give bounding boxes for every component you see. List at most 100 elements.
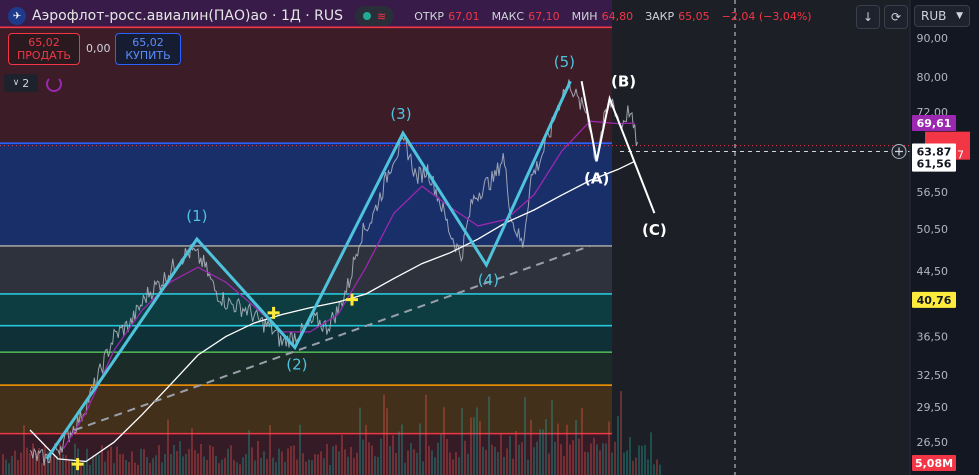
high-value: 67,10	[528, 9, 560, 23]
volume-bar	[605, 443, 607, 475]
volume-bar	[380, 438, 382, 475]
volume-bar	[515, 431, 517, 475]
volume-bar	[356, 452, 358, 475]
sell-button[interactable]: 65,02 ПРОДАТЬ	[8, 33, 80, 65]
volume-bar	[53, 455, 55, 475]
volume-bar	[548, 453, 550, 475]
currency-select[interactable]: RUB ▼	[914, 5, 970, 27]
sell-price: 65,02	[28, 36, 60, 49]
volume-bar	[362, 439, 364, 475]
volume-bar	[170, 454, 172, 475]
volume-bar	[536, 441, 538, 475]
arrow-down-icon[interactable]: ↓	[856, 5, 880, 29]
volume-bar	[194, 450, 196, 475]
volume-bar	[572, 440, 574, 475]
volume-bar	[137, 464, 139, 475]
volume-bar	[122, 454, 124, 475]
volume-bar	[251, 447, 253, 475]
volume-bar	[80, 464, 82, 475]
volume-bar	[422, 461, 424, 475]
volume-bar	[530, 419, 532, 475]
volume-bar	[308, 459, 310, 475]
volume-bar	[389, 446, 391, 475]
volume-bar	[116, 446, 118, 475]
aeroflot-logo-icon: ✈	[8, 7, 26, 25]
volume-bar	[617, 415, 619, 475]
indicator-count: 2	[22, 76, 30, 90]
price-axis[interactable]	[910, 0, 979, 475]
volume-bar	[188, 449, 190, 475]
volume-bar	[653, 464, 655, 475]
volume-bar	[449, 452, 451, 475]
price-badge-label: 63,87	[917, 145, 952, 158]
volume-bar	[212, 446, 214, 475]
volume-bar	[482, 446, 484, 475]
volume-bar	[542, 429, 544, 475]
market-status-pill[interactable]: ≋	[355, 6, 395, 26]
volume-bar	[89, 464, 91, 475]
volume-bar	[182, 456, 184, 475]
future-area	[612, 0, 910, 475]
volume-bar	[407, 450, 409, 475]
close-value: 65,05	[678, 9, 710, 23]
volume-bar	[155, 455, 157, 475]
trendline	[74, 244, 591, 431]
buy-button[interactable]: 65,02 КУПИТЬ	[115, 33, 181, 65]
volume-bar	[539, 429, 541, 475]
y-tick-label: 36,50	[917, 330, 949, 343]
fib-zone	[0, 27, 612, 144]
volume-bar	[65, 455, 67, 475]
volume-bar	[602, 443, 604, 475]
indicators-toggle[interactable]: ∨ 2	[4, 74, 38, 92]
volume-bar	[158, 445, 160, 475]
volume-bar	[512, 458, 514, 475]
volume-bar	[413, 449, 415, 475]
volume-bar	[104, 461, 106, 475]
y-tick-label: 50,50	[917, 223, 949, 236]
volume-bar	[596, 444, 598, 475]
volume-bar	[203, 456, 205, 475]
volume-bar	[629, 437, 631, 475]
volume-bar	[206, 459, 208, 475]
volume-bar	[425, 394, 427, 475]
volume-bar	[302, 453, 304, 475]
volume-bar	[245, 454, 247, 475]
wave-label: (1)	[186, 207, 207, 225]
volume-bar	[593, 437, 595, 475]
volume-bar	[386, 408, 388, 475]
volume-bar	[173, 444, 175, 475]
low-label: МИН	[571, 9, 598, 23]
volume-bar	[35, 452, 37, 475]
volume-bar	[107, 450, 109, 475]
volume-bar	[5, 459, 7, 475]
volume-bar	[2, 454, 4, 475]
symbol-title[interactable]: Аэрофлот-росс.авиалин(ПАО)ао · 1Д · RUS	[32, 8, 344, 24]
close-label: ЗАКР	[645, 9, 675, 23]
volume-bar	[296, 459, 298, 475]
volume-bar	[314, 454, 316, 475]
chevron-down-icon: ▼	[956, 11, 963, 21]
volume-bar	[272, 457, 274, 475]
volume-bar	[470, 417, 472, 475]
volume-bar	[488, 396, 490, 475]
volume-bar	[410, 443, 412, 475]
volume-bar	[239, 464, 241, 475]
volume-bar	[575, 420, 577, 475]
refresh-icon[interactable]: ⟳	[884, 5, 908, 29]
price-badge-label: 40,76	[917, 294, 952, 307]
volume-bar	[368, 442, 370, 475]
volume-bar	[230, 445, 232, 475]
elliott-wave-line	[45, 80, 572, 460]
volume-bar	[404, 462, 406, 475]
volume-bar	[260, 457, 262, 475]
volume-bar	[254, 460, 256, 475]
y-tick-label: 44,50	[917, 265, 949, 278]
volume-bar	[650, 432, 652, 475]
volume-bar	[434, 457, 436, 475]
volume-bar	[659, 464, 661, 475]
volume-bar	[533, 447, 535, 475]
volume-bar	[347, 456, 349, 475]
volume-bar	[119, 454, 121, 475]
volume-bar	[518, 444, 520, 475]
